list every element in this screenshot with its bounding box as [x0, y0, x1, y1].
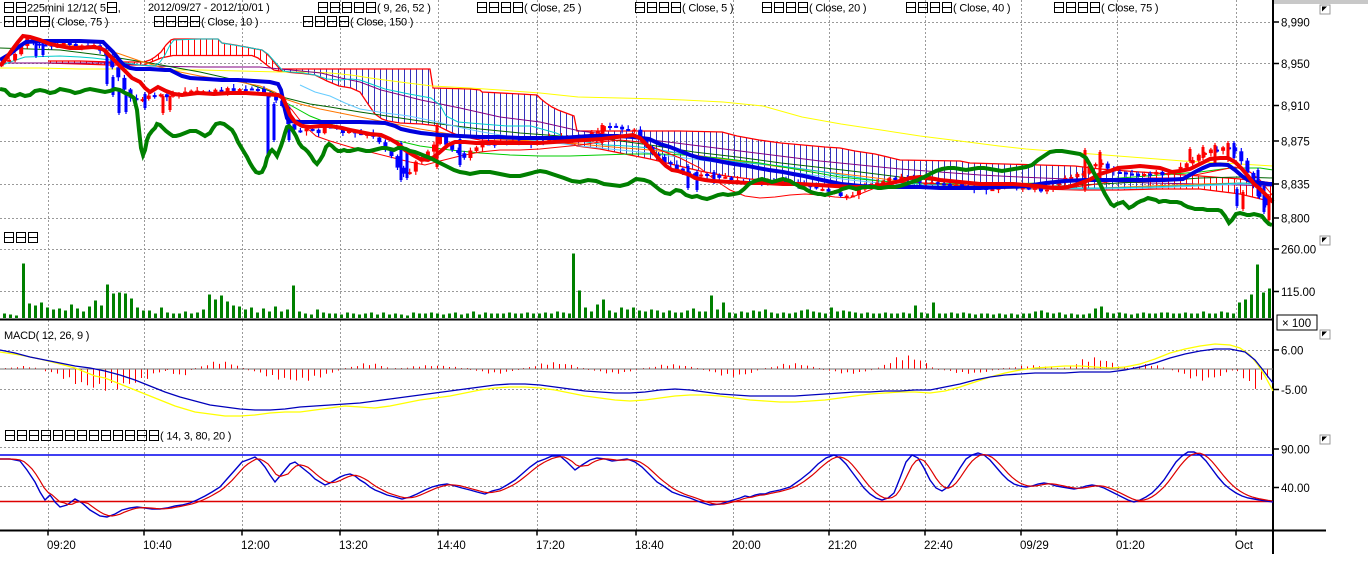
- svg-text:01:20: 01:20: [1116, 540, 1145, 552]
- svg-text:09/29: 09/29: [1020, 540, 1049, 552]
- svg-text:8,800: 8,800: [1281, 214, 1310, 226]
- svg-text:21:20: 21:20: [828, 540, 857, 552]
- svg-text:40.00: 40.00: [1281, 483, 1310, 495]
- svg-text:6.00: 6.00: [1281, 346, 1303, 358]
- svg-text:20:00: 20:00: [732, 540, 761, 552]
- svg-text:-5.00: -5.00: [1281, 385, 1307, 397]
- svg-text:8,835: 8,835: [1281, 180, 1310, 192]
- svg-text:90.00: 90.00: [1281, 445, 1310, 457]
- svg-text:13:20: 13:20: [339, 540, 368, 552]
- svg-text:115.00: 115.00: [1281, 287, 1315, 299]
- svg-text:260.00: 260.00: [1281, 245, 1316, 257]
- svg-text:Oct: Oct: [1235, 540, 1254, 552]
- svg-text:10:40: 10:40: [143, 540, 172, 552]
- svg-text:× 100: × 100: [1282, 318, 1311, 330]
- svg-text:17:20: 17:20: [536, 540, 565, 552]
- svg-text:09:20: 09:20: [47, 540, 76, 552]
- svg-text:8,910: 8,910: [1281, 101, 1310, 113]
- svg-text:22:40: 22:40: [924, 540, 953, 552]
- svg-text:12:00: 12:00: [241, 540, 270, 552]
- svg-text:14:40: 14:40: [437, 540, 466, 552]
- svg-text:8,875: 8,875: [1281, 137, 1310, 149]
- svg-text:8,950: 8,950: [1281, 59, 1310, 71]
- svg-text:18:40: 18:40: [635, 540, 664, 552]
- svg-text:8,990: 8,990: [1281, 18, 1310, 30]
